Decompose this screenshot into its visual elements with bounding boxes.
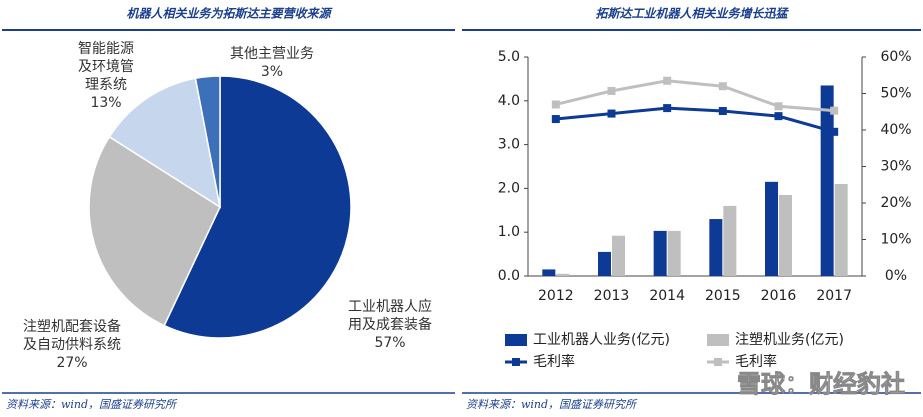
pie-slice: [88, 135, 221, 327]
bar: [779, 194, 792, 276]
slice-label: 工业机器人应 用及成套装备: [348, 299, 432, 333]
line-marker: [718, 107, 727, 116]
pie-slice: [194, 75, 221, 208]
line-marker: [774, 112, 783, 121]
line-marker: [830, 127, 839, 136]
bar: [542, 269, 556, 276]
slice-value-label: 3%: [260, 64, 284, 80]
line-marker: [551, 100, 560, 109]
line-marker: [774, 102, 783, 111]
slice-value-label: 57%: [374, 335, 406, 351]
y2-tick-label: 30%: [880, 159, 911, 175]
source-note: 资料来源：wind，国盛证券研究所: [466, 398, 638, 411]
bar: [667, 230, 681, 276]
source-note: 资料来源：wind，国盛证券研究所: [6, 398, 178, 411]
y-tick-label: 1.0: [498, 224, 520, 240]
legend-swatch-marker: [714, 358, 722, 366]
slice-label: 注塑机配套设备 及自动供料系统: [23, 319, 121, 353]
bar: [612, 235, 625, 276]
y2-tick-label: 40%: [880, 122, 911, 138]
bar: [556, 273, 570, 276]
line-marker: [663, 104, 672, 113]
pie-slice: [163, 75, 352, 339]
line-marker: [607, 109, 616, 118]
bar: [709, 219, 723, 276]
slice-label: 智能能源 及环境管 理系统: [78, 41, 134, 93]
y2-tick-label: 0%: [885, 268, 907, 284]
x-tick-label: 2014: [649, 288, 685, 304]
y-tick-label: 5.0: [498, 49, 520, 65]
x-tick-label: 2017: [816, 288, 852, 304]
line-marker: [551, 115, 560, 124]
chart-title: 拓斯达工业机器人相关业务增长迅猛: [595, 7, 789, 21]
line: [555, 79, 835, 113]
bar: [598, 251, 611, 276]
watermark: 雪球：财经豹社: [737, 370, 905, 398]
bar: [765, 181, 778, 276]
bar: [834, 184, 848, 276]
line-marker: [830, 106, 839, 115]
line-marker: [718, 82, 727, 91]
chart-title: 机器人相关业务为拓斯达主要营收来源: [126, 7, 333, 21]
y2-tick-label: 50%: [880, 86, 911, 102]
legend-swatch: [505, 334, 527, 346]
y-tick-label: 4.0: [498, 93, 520, 109]
legend-label: 工业机器人业务(亿元): [533, 332, 670, 348]
legend-label: 毛利率: [735, 353, 777, 370]
slice-value-label: 27%: [56, 355, 88, 371]
y2-tick-label: 10%: [880, 232, 911, 248]
y-tick-label: 3.0: [498, 137, 520, 153]
y2-tick-label: 20%: [880, 195, 911, 211]
legend-swatch-marker: [512, 358, 520, 366]
slice-value-label: 13%: [90, 95, 122, 111]
legend-swatch: [707, 334, 729, 346]
pie-slice: [108, 77, 222, 209]
legend-label: 注塑机业务(亿元): [735, 332, 844, 348]
line: [555, 106, 835, 134]
bar: [723, 205, 737, 276]
slice-label: 其他主营业务: [230, 46, 314, 62]
x-tick-label: 2012: [538, 288, 574, 304]
bar: [653, 230, 667, 276]
y-tick-label: 0.0: [498, 268, 520, 284]
line-marker: [607, 86, 616, 95]
line-marker: [663, 76, 672, 85]
x-tick-label: 2016: [761, 288, 797, 304]
x-tick-label: 2013: [594, 288, 630, 304]
y2-tick-label: 60%: [880, 49, 911, 65]
legend-label: 毛利率: [533, 353, 575, 370]
y-tick-label: 2.0: [498, 180, 520, 196]
x-tick-label: 2015: [705, 288, 741, 304]
